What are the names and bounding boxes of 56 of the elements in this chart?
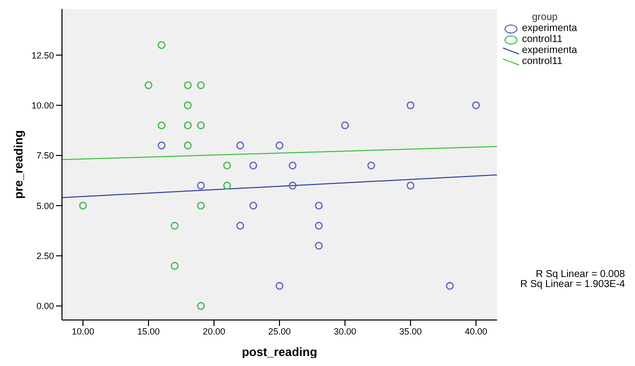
y-axis-title: pre_reading — [11, 130, 26, 199]
point — [79, 202, 87, 210]
point — [184, 81, 192, 90]
point — [170, 222, 179, 230]
point — [249, 162, 258, 170]
x-tick-label: 10.00 — [72, 326, 94, 336]
point — [314, 242, 323, 250]
point — [158, 41, 166, 50]
y-tick-label: 5.00 — [36, 200, 54, 211]
point — [406, 182, 414, 190]
point — [314, 222, 323, 230]
point — [196, 121, 205, 130]
point — [170, 262, 179, 270]
point — [406, 101, 414, 110]
point — [314, 202, 323, 210]
y-tick-label: 12.50 — [31, 50, 54, 60]
y-tick-label: 0.00 — [36, 301, 54, 312]
point — [276, 142, 284, 150]
point — [196, 202, 205, 210]
point — [446, 282, 454, 290]
point — [276, 282, 284, 290]
legend-title: group — [532, 12, 559, 23]
point — [184, 142, 192, 150]
x-tick-label: 25.00 — [268, 326, 291, 336]
point — [158, 121, 166, 130]
point — [196, 182, 205, 190]
x-tick-label: 20.00 — [202, 326, 226, 336]
point — [158, 142, 166, 150]
x-tick-label: 15.00 — [137, 326, 160, 336]
point — [472, 101, 480, 110]
point — [288, 162, 296, 170]
text: R Sq Linear = 1.903E-4 — [519, 279, 625, 290]
point — [196, 302, 205, 310]
y-tick-label: 10.00 — [31, 100, 54, 111]
point — [184, 101, 192, 110]
point — [223, 162, 231, 170]
point — [184, 121, 192, 130]
legend-label: experimenta — [522, 23, 578, 34]
point — [144, 81, 152, 90]
y-tick-label: 7.50 — [36, 150, 54, 161]
point — [341, 121, 349, 130]
point — [236, 222, 244, 230]
y-tick-label: 2.50 — [36, 250, 54, 261]
legend-label: experimenta — [522, 45, 578, 56]
x-tick-label: 30.00 — [334, 326, 356, 336]
x-tick-label: 35.00 — [399, 326, 422, 336]
point — [196, 81, 205, 90]
x-tick-label: 40.00 — [464, 326, 488, 336]
point — [367, 162, 376, 170]
legend-label: control11 — [522, 34, 562, 45]
point — [249, 202, 258, 210]
point — [223, 182, 231, 190]
legend-label: control11 — [522, 56, 562, 67]
point — [288, 182, 296, 190]
point — [236, 142, 244, 150]
text: R Sq Linear = 0.008 — [534, 269, 625, 280]
